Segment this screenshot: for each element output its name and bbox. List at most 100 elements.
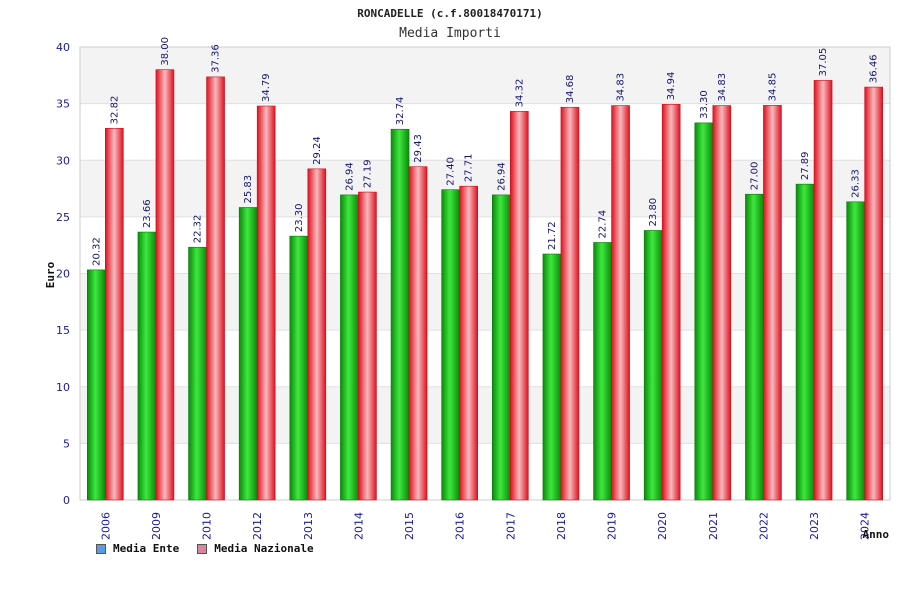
x-tick-label: 2012 [251,512,264,540]
bar-media-nazionale [256,105,276,501]
data-label-media-nazionale: 34.32 [514,79,525,108]
data-label-media-ente: 23.80 [648,198,659,227]
data-label-media-ente: 27.00 [749,162,760,191]
y-tick-label: 25 [56,211,70,224]
legend-item-media-nazionale: Media Nazionale [197,542,314,555]
bar-media-ente [441,189,460,501]
bar-media-nazionale [459,185,478,501]
data-label-media-ente: 23.66 [142,199,153,228]
bar-media-nazionale [307,168,327,501]
data-label-media-nazionale: 34.83 [616,73,627,102]
bar-media-ente [795,183,815,501]
x-tick-label: 2022 [757,512,770,540]
y-tick-label: 35 [56,98,70,111]
data-label-media-ente: 25.83 [243,175,254,204]
x-tick-label: 2010 [201,512,214,540]
data-label-media-nazionale: 29.43 [413,134,424,163]
y-tick-label: 5 [63,437,70,450]
bar-media-ente [542,253,562,501]
y-tick-label: 0 [63,494,70,507]
y-axis-label: Euro [44,261,57,288]
data-label-media-ente: 32.74 [395,97,406,126]
bar-media-nazionale [611,105,630,501]
y-tick-label: 10 [56,381,70,394]
data-label-media-ente: 21.72 [547,221,558,250]
data-label-media-nazionale: 29.24 [312,136,323,165]
data-label-media-nazionale: 32.82 [109,96,120,125]
bar-media-nazionale [155,69,175,501]
data-label-media-ente: 23.30 [294,203,305,232]
x-tick-label: 2013 [302,512,315,540]
x-tick-label: 2016 [454,512,467,540]
data-label-media-ente: 22.32 [193,215,204,244]
legend-swatch-media-ente [96,543,106,554]
legend: Media Ente Media Nazionale [96,542,314,555]
plot-border [79,46,891,501]
data-label-media-ente: 26.94 [496,162,507,191]
data-label-media-ente: 22.74 [598,210,609,239]
data-label-media-nazionale: 27.71 [464,154,475,183]
data-label-media-ente: 27.89 [800,152,811,181]
bar-media-nazionale [813,80,833,501]
bar-media-ente [846,201,865,501]
bar-media-ente [137,231,157,501]
bar-media-nazionale [510,111,529,501]
data-label-media-ente: 27.40 [446,157,457,186]
data-label-media-nazionale: 34.79 [261,73,272,102]
bar-media-nazionale [105,128,124,501]
bar-media-nazionale [358,191,377,501]
x-tick-label: 2017 [504,512,517,540]
data-label-media-nazionale: 34.83 [717,73,728,102]
chart-title: RONCADELLE (c.f.80018470171) [357,7,542,20]
x-tick-label: 2015 [403,512,416,540]
bar-media-ente [643,230,663,501]
x-tick-label: 2019 [606,512,619,540]
bar-media-ente [593,242,612,501]
y-tick-label: 20 [56,268,70,281]
x-tick-label: 2020 [656,512,669,540]
bar-media-nazionale [712,105,732,501]
bar-media-nazionale [864,86,883,501]
data-label-media-ente: 33.30 [699,90,710,119]
bar-media-ente [340,194,359,501]
data-label-media-nazionale: 27.19 [362,159,373,188]
bar-media-nazionale [661,104,681,501]
chart-subtitle: Media Importi [399,26,501,41]
bar-media-ente [694,122,714,501]
y-tick-label: 30 [56,154,70,167]
bar-media-ente [390,128,410,501]
y-tick-label: 40 [56,41,70,54]
x-tick-label: 2021 [707,512,720,540]
bar-media-nazionale [408,166,428,501]
data-label-media-nazionale: 34.68 [565,75,576,104]
bar-media-nazionale [763,105,782,501]
bar-media-ente [87,269,106,501]
legend-item-media-ente: Media Ente [96,542,179,555]
x-tick-label: 2006 [99,512,112,540]
bar-media-ente [289,235,309,501]
bar-media-ente [492,194,511,501]
plot-area: 0 5 10 15 20 25 30 35 40 20.32 32.82 2006 23.66 38.00… [56,37,891,540]
data-label-media-nazionale: 37.36 [211,44,222,73]
data-label-media-nazionale: 34.94 [666,72,677,101]
bar-media-ente [188,246,207,501]
bar-media-nazionale [560,106,580,501]
x-axis-label: Anno [863,528,890,541]
bar-media-ente [745,193,764,501]
x-tick-label: 2018 [555,512,568,540]
data-label-media-ente: 26.33 [851,169,862,198]
data-label-media-nazionale: 36.46 [869,54,880,83]
data-label-media-nazionale: 34.85 [767,73,778,102]
bar-media-ente [238,207,258,501]
data-label-media-nazionale: 37.05 [818,48,829,77]
x-tick-label: 2023 [808,512,821,540]
y-tick-label: 15 [56,324,70,337]
legend-label-media-nazionale: Media Nazionale [214,542,314,555]
data-label-media-ente: 26.94 [344,162,355,191]
data-label-media-ente: 20.32 [91,237,102,266]
data-label-media-nazionale: 38.00 [160,37,171,66]
legend-label-media-ente: Media Ente [113,542,180,555]
bar-media-nazionale [206,76,225,501]
x-tick-label: 2009 [150,512,163,540]
